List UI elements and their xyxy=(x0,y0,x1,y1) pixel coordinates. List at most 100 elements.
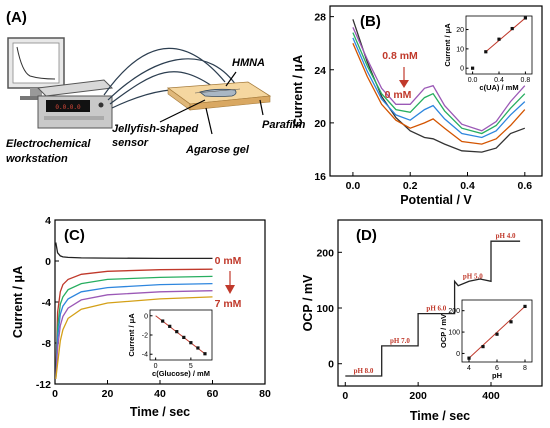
c-series-5 xyxy=(55,296,213,379)
b-inset-frame xyxy=(465,15,533,75)
d-inset-point-3 xyxy=(509,320,513,324)
b-inset-point-4 xyxy=(523,16,527,20)
d-inset-xtick-label-2: 8 xyxy=(523,365,527,372)
panel-b-label: (B) xyxy=(360,13,381,30)
d-inset-ytick-label-1: 100 xyxy=(448,330,460,337)
c-ytick-label-0: -12 xyxy=(36,379,51,391)
d-inset-point-1 xyxy=(481,345,485,349)
panel-a: (A) 0.0.0.0 xyxy=(6,9,306,165)
d-xtick-label-1: 200 xyxy=(409,390,427,402)
c-inset-ytick-label-1: -2 xyxy=(142,333,148,340)
panel-a-label: (A) xyxy=(6,9,27,26)
c-series-4 xyxy=(55,290,213,379)
d-inset-point-4 xyxy=(523,304,527,309)
b-inset-xtick-label-2: 0.8 xyxy=(521,77,531,84)
b-ytick-label-3: 28 xyxy=(314,12,326,24)
d-ytick-label-2: 200 xyxy=(316,247,334,259)
c-inset-point-6 xyxy=(203,352,207,356)
panel-b: (B) 0.0 0.2 0.4 0.6 16 20 24 28 0.0 0.4 0.8 0 10 20 c(… xyxy=(291,5,543,207)
c-series-1 xyxy=(55,268,213,379)
panel-d-ylabel: OCP / mV xyxy=(301,274,315,331)
c-series-2 xyxy=(55,275,213,379)
b-xtick-label-3: 0.6 xyxy=(518,180,533,192)
d-step-label-4: pH 4.0 xyxy=(496,232,516,240)
anno-c-zero: 0 mM xyxy=(215,255,242,267)
d-step-trace xyxy=(345,240,521,377)
c-xtick-label-0: 0 xyxy=(52,388,58,400)
c-xtick-label-3: 60 xyxy=(207,388,219,400)
d-inset-xtick-label-1: 6 xyxy=(495,365,499,372)
c-ytick-label-1: -8 xyxy=(42,338,51,350)
workstation-display: 0.0.0.0 xyxy=(55,104,81,111)
d-step-label-1: pH 7.0 xyxy=(390,337,410,345)
b-inset-point-3 xyxy=(510,26,514,31)
panel-c-xlabel: Time / sec xyxy=(130,405,190,419)
c-xtick-label-1: 20 xyxy=(102,388,114,400)
c-inset-point-1 xyxy=(168,324,172,328)
panel-d-frame xyxy=(337,219,543,387)
panel-d-marks: 0 200 400 0 100 200 pH 8.0 pH 7.0 pH 6.0 pH 5.0 pH… xyxy=(316,232,533,402)
b-series-1 xyxy=(352,42,526,145)
d-inset-ytick-label-2: 200 xyxy=(448,308,460,315)
label-pointers xyxy=(159,71,264,135)
panel-b-ylabel: Current / μA xyxy=(291,55,305,127)
workstation-label-line1: Electrochemical xyxy=(6,138,91,150)
arrow-b-head xyxy=(399,80,409,88)
parafilm-label: Parafilm xyxy=(262,119,306,131)
b-xtick-label-2: 0.4 xyxy=(460,180,475,192)
panel-b-marks: 0.0 0.2 0.4 0.6 16 20 24 28 0.0 0.4 0.8 0 10 20 c(UA) … xyxy=(314,12,533,192)
panel-c-label: (C) xyxy=(64,227,85,244)
c-ytick-label-3: 0 xyxy=(45,256,51,268)
b-inset-fit-line xyxy=(485,17,526,53)
b-inset-point-2 xyxy=(497,37,501,41)
b-xtick-label-0: 0.0 xyxy=(346,180,361,192)
c-xtick-label-2: 40 xyxy=(154,388,166,400)
b-inset-xtick-label-1: 0.4 xyxy=(494,77,504,84)
b-inset-ytick-label-0: 0 xyxy=(460,66,464,73)
b-series-0 xyxy=(352,19,526,153)
anno-c-seven: 7 mM xyxy=(215,298,242,310)
sensor-label-line2: sensor xyxy=(112,137,149,149)
c-ytick-label-2: -4 xyxy=(42,297,51,309)
monitor-icon xyxy=(7,37,65,100)
b-inset-xlabel: c(UA) / mM xyxy=(479,83,518,92)
c-inset-ylabel: Current / μA xyxy=(127,313,136,357)
c-inset-point-0 xyxy=(161,319,165,323)
panel-b-xlabel: Potential / V xyxy=(400,193,472,207)
d-inset-xtick-label-0: 4 xyxy=(467,365,471,372)
d-step-label-2: pH 6.0 xyxy=(426,305,446,313)
c-inset-point-4 xyxy=(189,341,193,345)
b-ytick-label-2: 24 xyxy=(314,65,326,77)
b-series-4 xyxy=(352,27,526,132)
d-step-label-0: pH 8.0 xyxy=(354,367,374,375)
b-inset-point-1 xyxy=(484,50,488,54)
sensor-label-line1: Jellyfish-shaped xyxy=(112,123,198,135)
b-ytick-label-0: 16 xyxy=(314,171,326,183)
cables xyxy=(103,47,239,109)
panel-d: (D) 0 200 400 0 100 200 pH 8.0 pH 7.0 pH 6.0 pH 5… xyxy=(301,219,543,423)
d-inset-point-0 xyxy=(467,356,471,360)
b-inset-ytick-label-2: 20 xyxy=(456,27,464,34)
c-inset-xlabel: c(Glucose) / mM xyxy=(152,369,210,378)
c-series-3 xyxy=(55,282,213,379)
c-inset-point-3 xyxy=(182,335,186,340)
c-inset-xtick-label-0: 0 xyxy=(154,363,158,370)
panel-d-xlabel: Time / sec xyxy=(410,409,470,423)
c-inset-point-2 xyxy=(175,330,179,334)
b-series-3 xyxy=(352,32,526,135)
d-step-label-3: pH 5.0 xyxy=(463,272,483,280)
c-inset-ytick-label-0: -4 xyxy=(142,352,148,359)
c-inset-point-5 xyxy=(196,346,200,350)
d-inset-xlabel: pH xyxy=(492,371,502,380)
b-inset-point-0 xyxy=(471,66,475,70)
c-inset-xtick-label-1: 5 xyxy=(189,363,193,370)
b-inset-ylabel: Current / μA xyxy=(443,23,452,67)
sensor-platform xyxy=(166,81,272,111)
panel-b-frame xyxy=(329,5,543,177)
workstation-icon: 0.0.0.0 xyxy=(36,79,114,129)
b-xtick-label-1: 0.2 xyxy=(403,180,418,192)
panel-c-ylabel: Current / μA xyxy=(11,266,25,338)
